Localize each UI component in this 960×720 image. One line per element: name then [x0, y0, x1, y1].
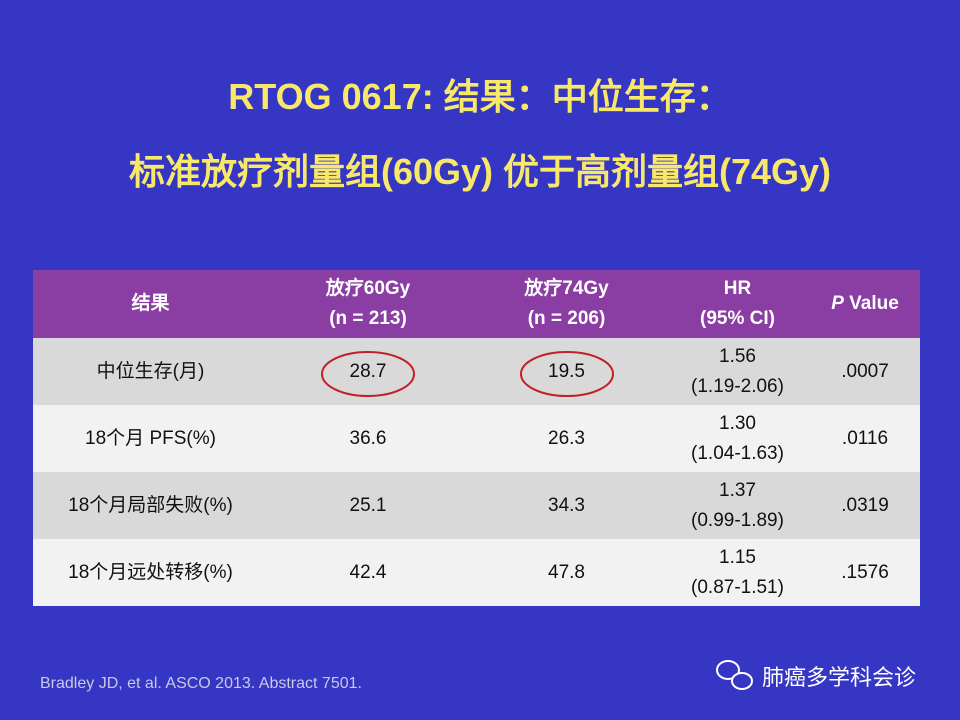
- table-cell: 18个月远处转移(%): [33, 539, 268, 606]
- table-row: 结果 放疗60Gy (n = 213) 放疗74Gy (n = 206) HR (95% C…: [33, 270, 920, 338]
- footnote: Bradley JD, et al. ASCO 2013. Abstract 7…: [40, 675, 362, 692]
- cell-text: 1.15: [719, 546, 756, 568]
- table-cell: 18个月局部失败(%): [33, 472, 268, 539]
- cell-text: 1.30: [719, 412, 756, 434]
- cell-text: 18个月 PFS(%): [85, 427, 216, 449]
- cell-text: 47.8: [548, 561, 585, 583]
- cell-text: (0.87-1.51): [691, 576, 784, 598]
- table-cell: 42.4: [268, 539, 468, 606]
- table-cell: 28.7: [268, 338, 468, 405]
- cell-text: 19.5: [548, 360, 585, 382]
- cell-text: (0.99-1.89): [691, 509, 784, 531]
- cell-text: 结果: [131, 293, 170, 314]
- title-line: RTOG 0617: 结果：中位生存：: [228, 76, 732, 117]
- table-cell: 1.30 (1.04-1.63): [665, 405, 810, 472]
- cell-text: .0116: [841, 427, 889, 449]
- table-cell: 25.1: [268, 472, 468, 539]
- table-cell: 34.3: [468, 472, 665, 539]
- table-row: 中位生存(月) 28.7 19.5 1.56 (1.19-2.06) .0007: [33, 338, 920, 405]
- cell-text: (n = 213): [329, 308, 407, 329]
- cell-text: (1.04-1.63): [691, 442, 784, 464]
- cell-text: .0007: [841, 360, 889, 382]
- table-cell: 放疗60Gy (n = 213): [268, 270, 468, 338]
- wechat-icon: [716, 660, 753, 690]
- cell-text: 1.37: [719, 479, 756, 501]
- table-cell: 放疗74Gy (n = 206): [468, 270, 665, 338]
- cell-text: .0319: [841, 494, 889, 516]
- cell-text: 放疗60Gy: [325, 278, 411, 299]
- table-cell: 中位生存(月): [33, 338, 268, 405]
- table-cell: HR (95% CI): [665, 270, 810, 338]
- cell-text: HR: [723, 278, 752, 299]
- table-cell: P Value: [810, 270, 920, 338]
- table-row: 18个月远处转移(%) 42.4 47.8 1.15 (0.87-1.51) .1576: [33, 539, 920, 606]
- cell-text: (95% CI): [700, 308, 775, 329]
- watermark: 肺癌多学科会诊: [762, 665, 917, 690]
- cell-text: P: [831, 293, 844, 314]
- cell-line: P Value: [831, 289, 899, 319]
- table-cell: .0319: [810, 472, 920, 539]
- cell-text: Value: [849, 293, 899, 314]
- table-cell: 结果: [33, 270, 268, 338]
- cell-text: 18个月局部失败(%): [68, 494, 233, 516]
- cell-text: 36.6: [349, 427, 387, 449]
- table-row: 18个月 PFS(%) 36.6 26.3 1.30 (1.04-1.63) .0116: [33, 405, 920, 472]
- table-cell: 47.8: [468, 539, 665, 606]
- table-cell: 1.15 (0.87-1.51): [665, 539, 810, 606]
- table-row: 18个月局部失败(%) 25.1 34.3 1.37 (0.99-1.89) .0319: [33, 472, 920, 539]
- cell-text: 42.4: [349, 561, 387, 583]
- cell-text: 25.1: [349, 494, 387, 516]
- cell-text: .1576: [841, 561, 889, 583]
- table-cell: 1.56 (1.19-2.06): [665, 338, 810, 405]
- cell-text: (1.19-2.06): [691, 375, 784, 397]
- table-cell: 19.5: [468, 338, 665, 405]
- table-cell: .0007: [810, 338, 920, 405]
- table-cell: 18个月 PFS(%): [33, 405, 268, 472]
- cell-text: 34.3: [548, 494, 585, 516]
- table-cell: .1576: [810, 539, 920, 606]
- cell-text: 中位生存(月): [96, 360, 205, 382]
- cell-text: 28.7: [349, 360, 387, 382]
- table-cell: .0116: [810, 405, 920, 472]
- table-cell: 26.3: [468, 405, 665, 472]
- table: 结果 放疗60Gy (n = 213) 放疗74Gy (n = 206) HR (95% C…: [33, 270, 920, 606]
- title-line: 标准放疗剂量组(60Gy) 优于高剂量组(74Gy): [128, 151, 832, 192]
- table-cell: 1.37 (0.99-1.89): [665, 472, 810, 539]
- cell-text: 18个月远处转移(%): [68, 561, 233, 583]
- cell-text: 26.3: [548, 427, 585, 449]
- cell-text: 放疗74Gy: [524, 278, 609, 299]
- cell-text: (n = 206): [527, 308, 606, 329]
- table-cell: 36.6: [268, 405, 468, 472]
- cell-text: 1.56: [719, 345, 756, 367]
